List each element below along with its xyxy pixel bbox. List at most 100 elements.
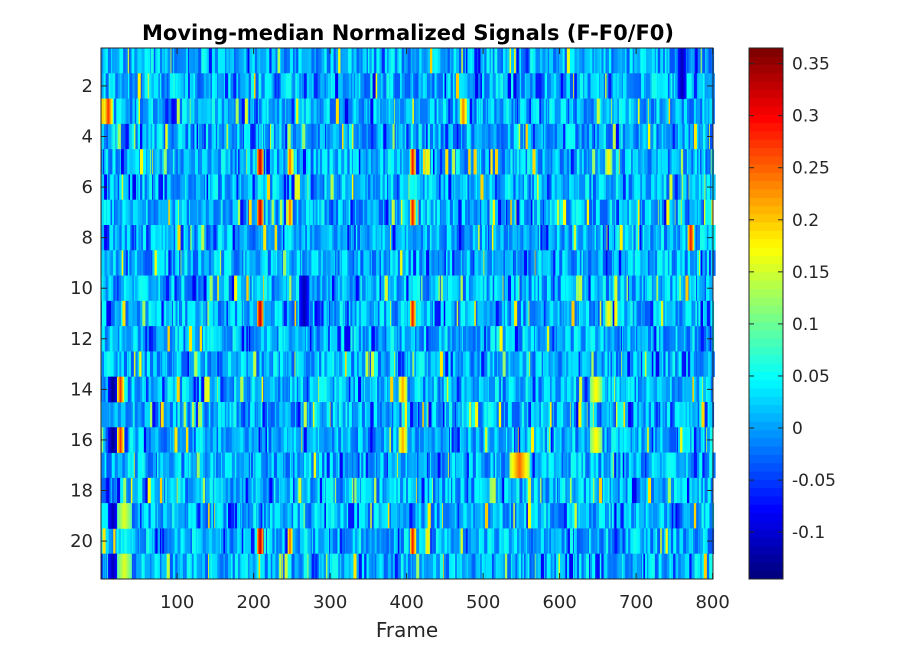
heatmap-cell xyxy=(478,149,480,175)
heatmap-cell xyxy=(572,123,576,150)
heatmap-cell xyxy=(599,275,601,302)
heatmap-cell xyxy=(671,48,676,74)
heatmap-cell xyxy=(134,48,138,74)
heatmap-cell xyxy=(390,376,394,403)
heatmap-cell xyxy=(146,225,149,251)
heatmap-cell xyxy=(631,275,636,302)
heatmap-cell xyxy=(140,225,142,251)
heatmap-cell xyxy=(429,275,432,302)
heatmap-cell xyxy=(158,73,161,99)
heatmap-cell xyxy=(247,326,249,352)
heatmap-cell xyxy=(279,98,282,125)
heatmap-cell xyxy=(170,427,174,453)
heatmap-cell xyxy=(309,351,312,378)
heatmap-cell xyxy=(424,351,428,378)
heatmap-cell xyxy=(683,326,686,352)
heatmap-cell xyxy=(241,174,245,201)
heatmap-cell xyxy=(195,174,198,201)
heatmap-cell xyxy=(375,149,379,175)
heatmap-cell xyxy=(658,149,661,175)
heatmap-cell xyxy=(674,402,678,428)
heatmap-cell xyxy=(325,73,327,99)
heatmap-cell xyxy=(276,48,279,74)
heatmap-cell xyxy=(341,48,346,74)
heatmap-cell xyxy=(407,376,409,403)
heatmap-cell xyxy=(104,351,108,378)
heatmap-cell xyxy=(107,174,110,201)
heatmap-cell xyxy=(140,149,144,175)
heatmap-cell xyxy=(140,225,144,251)
heatmap-cell xyxy=(192,250,197,276)
heatmap-cell xyxy=(695,402,698,428)
heatmap-cell xyxy=(560,199,562,226)
heatmap-cell xyxy=(545,250,549,276)
heatmap-cell xyxy=(350,376,353,403)
heatmap-cell xyxy=(299,123,301,150)
heatmap-cell xyxy=(391,199,396,226)
heatmap-cell xyxy=(442,48,446,74)
heatmap-cell xyxy=(172,351,174,378)
heatmap-cell xyxy=(140,73,142,99)
heatmap-cell xyxy=(227,225,230,251)
heatmap-cell xyxy=(250,73,255,99)
heatmap-cell xyxy=(153,98,156,125)
heatmap-cell xyxy=(339,275,341,302)
heatmap-cell xyxy=(550,73,555,99)
heatmap-cell xyxy=(336,250,338,276)
heatmap-cell xyxy=(520,300,524,327)
heatmap-cell xyxy=(207,98,211,125)
heatmap-cell xyxy=(687,250,691,276)
heatmap-cell xyxy=(334,326,338,352)
heatmap-cell xyxy=(195,427,199,453)
heatmap-cell xyxy=(489,275,492,302)
heatmap-cell xyxy=(616,326,618,352)
heatmap-cell xyxy=(101,199,105,226)
heatmap-cell xyxy=(489,250,493,276)
heatmap-cell xyxy=(614,225,616,251)
heatmap-cell xyxy=(331,199,334,226)
heatmap-cell xyxy=(513,123,515,150)
heatmap-cell xyxy=(337,376,339,403)
heatmap-cell xyxy=(521,73,526,99)
heatmap-cell xyxy=(142,376,145,403)
heatmap-cell xyxy=(499,376,502,403)
heatmap-cell xyxy=(513,174,516,201)
heatmap-cell xyxy=(646,48,648,74)
heatmap-cell xyxy=(535,250,537,276)
heatmap-cell xyxy=(360,73,362,99)
heatmap-cell xyxy=(107,402,109,428)
heatmap-cell xyxy=(363,149,367,175)
heatmap-cell xyxy=(498,250,501,276)
heatmap-cell xyxy=(364,73,368,99)
heatmap-cell xyxy=(673,199,676,226)
heatmap-cell xyxy=(589,402,594,428)
heatmap-cell xyxy=(684,376,686,403)
heatmap-cell xyxy=(403,351,406,378)
heatmap-cell xyxy=(630,326,633,352)
heatmap-cell xyxy=(175,300,178,327)
heatmap-cell xyxy=(195,48,198,74)
heatmap-cell xyxy=(553,123,555,150)
heatmap-cell xyxy=(567,250,571,276)
heatmap-cell xyxy=(671,199,674,226)
heatmap-cell xyxy=(632,98,634,125)
heatmap-cell xyxy=(390,73,394,99)
heatmap-cell xyxy=(209,376,213,403)
heatmap-cell xyxy=(699,275,702,302)
heatmap-cell xyxy=(410,275,412,302)
heatmap-cell xyxy=(287,427,292,453)
heatmap-cell xyxy=(413,225,417,251)
heatmap-cell xyxy=(252,351,254,378)
heatmap-cell xyxy=(373,123,377,150)
heatmap-cell xyxy=(606,376,608,403)
heatmap-cell xyxy=(566,376,571,403)
heatmap-cell xyxy=(466,300,469,327)
heatmap-cell xyxy=(293,73,296,99)
heatmap-cell xyxy=(127,376,131,403)
heatmap-cell xyxy=(320,300,322,327)
heatmap-cell xyxy=(625,174,629,201)
heatmap-cell xyxy=(244,275,247,302)
heatmap-cell xyxy=(491,48,493,74)
heatmap-cell xyxy=(487,225,489,251)
heatmap-cell xyxy=(541,351,543,378)
